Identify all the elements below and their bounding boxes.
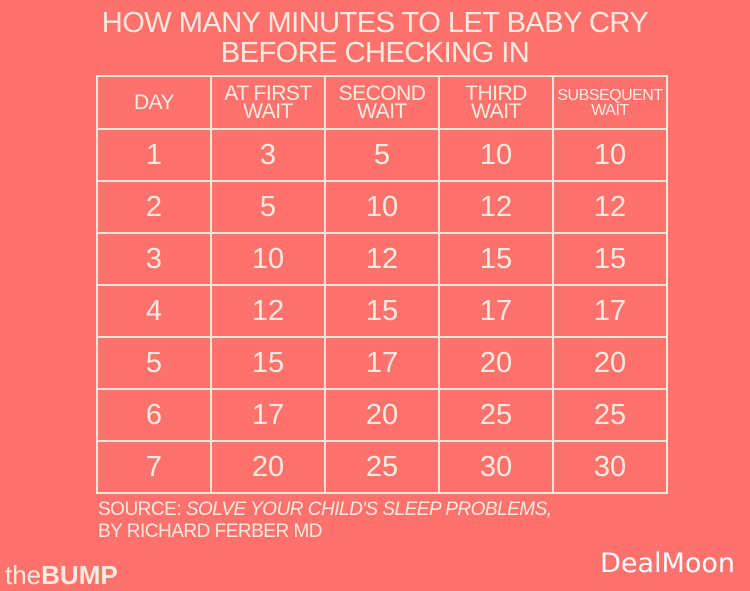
minutes-cell: 30 xyxy=(552,440,668,494)
column-header-text: WAIT xyxy=(243,99,293,123)
logo-the: the xyxy=(5,560,42,590)
day-cell: 7 xyxy=(96,440,212,494)
minutes-cell: 15 xyxy=(438,232,554,286)
column-header-text: SUBSEQUENT xyxy=(557,86,663,104)
minutes-cell: 25 xyxy=(552,388,668,442)
source-note: SOURCE: SOLVE YOUR CHILD'S SLEEP PROBLEM… xyxy=(98,499,552,543)
table-row: 7 20 25 30 30 xyxy=(96,440,668,494)
minutes-cell: 17 xyxy=(552,284,668,338)
the-bump-logo: theBUMP xyxy=(5,560,118,591)
minutes-cell: 12 xyxy=(210,284,326,338)
source-label: SOURCE: xyxy=(98,499,186,520)
column-header-text: DAY xyxy=(133,90,175,114)
minutes-cell: 12 xyxy=(552,180,668,234)
minutes-cell: 12 xyxy=(438,180,554,234)
column-header-text: WAIT xyxy=(591,101,629,119)
minutes-cell: 15 xyxy=(210,336,326,390)
logo-bump: BUMP xyxy=(41,560,118,590)
minutes-cell: 10 xyxy=(438,128,554,182)
source-title: SOLVE YOUR CHILD'S SLEEP PROBLEMS, xyxy=(185,499,552,520)
minutes-cell: 12 xyxy=(324,232,440,286)
minutes-cell: 15 xyxy=(552,232,668,286)
day-cell: 6 xyxy=(96,388,212,442)
minutes-cell: 20 xyxy=(324,388,440,442)
minutes-cell: 17 xyxy=(324,336,440,390)
source-author: BY RICHARD FERBER MD xyxy=(98,521,323,542)
chart-title: HOW MANY MINUTES TO LET BABY CRY BEFORE … xyxy=(0,8,750,68)
minutes-cell: 20 xyxy=(552,336,668,390)
wait-times-table: DAY AT FIRST WAIT SECOND WAIT THIRD WAIT SUBSEQ… xyxy=(96,75,668,494)
day-cell: 2 xyxy=(96,180,212,234)
minutes-cell: 20 xyxy=(438,336,554,390)
column-header: SECOND WAIT xyxy=(324,75,440,130)
table-row: 3 10 12 15 15 xyxy=(96,232,668,286)
table-row: 1 3 5 10 10 xyxy=(96,128,668,182)
minutes-cell: 30 xyxy=(438,440,554,494)
minutes-cell: 10 xyxy=(210,232,326,286)
column-header: AT FIRST WAIT xyxy=(210,75,326,130)
minutes-cell: 17 xyxy=(210,388,326,442)
dealmoon-logo: DealMoon xyxy=(600,548,735,579)
minutes-cell: 20 xyxy=(210,440,326,494)
day-cell: 5 xyxy=(96,336,212,390)
minutes-cell: 25 xyxy=(324,440,440,494)
title-line-1: HOW MANY MINUTES TO LET BABY CRY xyxy=(101,7,649,39)
column-header: DAY xyxy=(96,75,212,130)
table-row: 2 5 10 12 12 xyxy=(96,180,668,234)
column-header-text: SECOND xyxy=(338,81,426,105)
column-header-text: WAIT xyxy=(357,99,407,123)
column-header: THIRD WAIT xyxy=(438,75,554,130)
column-header: SUBSEQUENT WAIT xyxy=(552,75,668,130)
title-line-2: BEFORE CHECKING IN xyxy=(220,37,530,69)
day-cell: 3 xyxy=(96,232,212,286)
minutes-cell: 15 xyxy=(324,284,440,338)
column-header-text: AT FIRST xyxy=(224,81,312,105)
minutes-cell: 10 xyxy=(324,180,440,234)
table-row: 6 17 20 25 25 xyxy=(96,388,668,442)
column-header-text: THIRD xyxy=(465,81,527,105)
minutes-cell: 10 xyxy=(552,128,668,182)
header-row: DAY AT FIRST WAIT SECOND WAIT THIRD WAIT SUBSEQ… xyxy=(96,75,668,130)
table-row: 5 15 17 20 20 xyxy=(96,336,668,390)
minutes-cell: 5 xyxy=(324,128,440,182)
minutes-cell: 5 xyxy=(210,180,326,234)
minutes-cell: 17 xyxy=(438,284,554,338)
table-row: 4 12 15 17 17 xyxy=(96,284,668,338)
day-cell: 4 xyxy=(96,284,212,338)
minutes-cell: 3 xyxy=(210,128,326,182)
day-cell: 1 xyxy=(96,128,212,182)
column-header-text: WAIT xyxy=(471,99,521,123)
minutes-cell: 25 xyxy=(438,388,554,442)
